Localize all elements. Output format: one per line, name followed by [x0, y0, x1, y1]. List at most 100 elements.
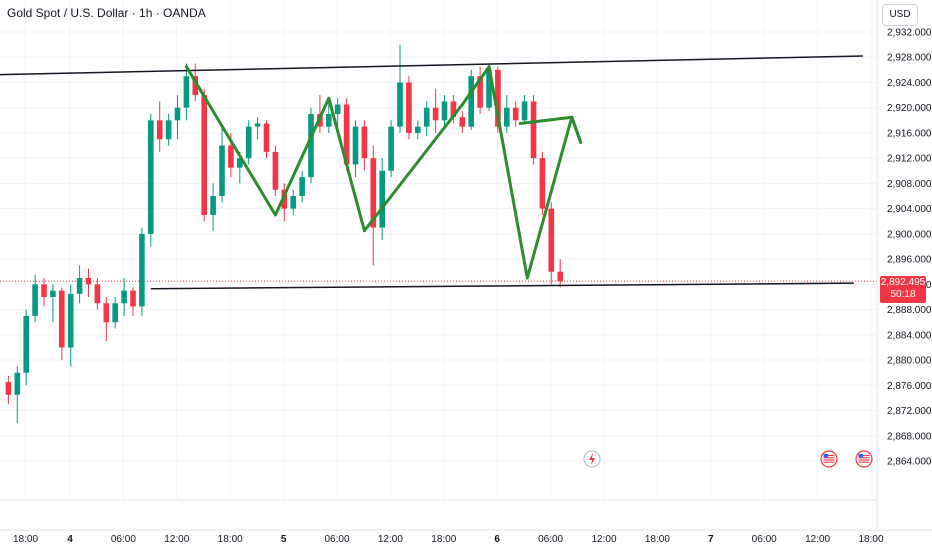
- candle-body: [59, 290, 65, 348]
- candle: [521, 95, 528, 124]
- candle-body: [5, 382, 12, 395]
- candle-body: [423, 107, 430, 127]
- zigzag-path[interactable]: [184, 65, 583, 280]
- candle: [432, 88, 439, 133]
- time-axis[interactable]: 18:00 4 06:00 12:00 18:00 5 06:00 12:00 18:00 6 06…: [0, 529, 932, 545]
- candle: [174, 95, 181, 140]
- price-axis[interactable]: 2,864.000 2,868.000 2,872.000 2,876.000 2,88…: [876, 0, 932, 530]
- candle: [530, 95, 537, 165]
- candle-body: [76, 278, 83, 294]
- candle: [299, 170, 305, 203]
- candle-body: [103, 303, 110, 323]
- candle-body: [379, 170, 385, 228]
- candle: [370, 145, 377, 266]
- candle-body: [23, 315, 29, 373]
- candle-body: [237, 158, 243, 168]
- candle: [121, 278, 127, 316]
- candle-body: [139, 233, 145, 307]
- time-tick-label: 6: [494, 534, 500, 545]
- symbol-title[interactable]: Gold Spot / U.S. Dollar · 1h · OANDA: [7, 6, 206, 20]
- arrow-head[interactable]: [518, 115, 583, 144]
- candle-body: [290, 196, 296, 209]
- currency-button[interactable]: USD: [882, 4, 918, 26]
- last-price-value: 2,892.495: [880, 277, 926, 288]
- time-tick-label: 12:00: [164, 534, 189, 545]
- candle-body: [67, 293, 74, 348]
- candle-body: [165, 120, 172, 140]
- time-tick-label: 7: [708, 534, 714, 545]
- price-tick-label: 2,872.000: [887, 406, 932, 417]
- candle-body: [539, 158, 546, 209]
- candle-body: [228, 145, 234, 168]
- time-tick-label: 4: [67, 534, 73, 545]
- candle-body: [94, 284, 101, 304]
- candle-body: [477, 76, 483, 108]
- trend-lines[interactable]: [0, 55, 863, 290]
- candle: [219, 126, 225, 203]
- candle-body: [388, 126, 394, 171]
- time-tick-label: 12:00: [805, 534, 830, 545]
- lightning-icon[interactable]: [583, 450, 601, 468]
- support-line[interactable]: [150, 282, 854, 290]
- candle: [263, 120, 270, 159]
- candle-body: [326, 114, 332, 127]
- resistance-line[interactable]: [0, 55, 863, 76]
- candle: [388, 120, 394, 178]
- candle: [201, 88, 207, 222]
- candle-body: [85, 278, 92, 285]
- candle-body: [121, 290, 127, 304]
- candle-body: [459, 117, 466, 127]
- candle: [59, 287, 65, 361]
- candle: [477, 66, 483, 115]
- candle: [50, 284, 56, 323]
- candle-body: [272, 151, 279, 190]
- candle: [334, 98, 341, 127]
- time-tick-label: 18:00: [218, 534, 243, 545]
- pattern-drawing[interactable]: [184, 65, 583, 280]
- candle: [156, 101, 163, 152]
- price-tick-label: 2,928.000: [887, 53, 932, 64]
- candle-body: [361, 126, 368, 159]
- candle: [254, 117, 261, 140]
- candle-body: [210, 196, 216, 215]
- candle-body: [530, 101, 537, 159]
- candle: [290, 189, 296, 215]
- candle: [103, 296, 110, 342]
- price-tick-label: 2,868.000: [887, 431, 932, 442]
- candle: [548, 202, 555, 285]
- candle-body: [343, 104, 350, 165]
- bar-countdown: 50:18: [890, 289, 916, 300]
- time-tick-label: 06:00: [111, 534, 136, 545]
- candle: [272, 145, 279, 197]
- candle: [361, 120, 368, 171]
- candle: [415, 120, 421, 140]
- candle-body: [397, 82, 403, 127]
- price-tick-label: 2,908.000: [887, 179, 932, 190]
- price-tick-label: 2,916.000: [887, 128, 932, 139]
- candle-body: [299, 177, 305, 197]
- grid-lines: [0, 0, 877, 501]
- us-flag-icon[interactable]: [855, 450, 873, 468]
- us-flag-icon[interactable]: [820, 450, 838, 468]
- candle: [352, 120, 359, 178]
- event-icons[interactable]: [583, 450, 873, 468]
- candle: [326, 101, 332, 133]
- candle: [183, 63, 190, 121]
- candle: [85, 268, 92, 297]
- time-tick-label: 5: [281, 534, 287, 545]
- price-tick-label: 2,900.000: [887, 229, 932, 240]
- candle-body: [219, 145, 225, 197]
- price-tick-label: 2,932.000: [887, 28, 932, 39]
- candle-body: [32, 284, 38, 316]
- time-tick-label: 06:00: [324, 534, 349, 545]
- candle-body: [504, 107, 510, 127]
- candle-body: [112, 303, 118, 323]
- price-tick-label: 2,880.000: [887, 356, 932, 367]
- price-tick-label: 2,884.000: [887, 330, 932, 341]
- candle-body: [50, 290, 56, 297]
- candle-body: [415, 126, 421, 133]
- candle-body: [254, 123, 261, 127]
- candle: [397, 44, 403, 133]
- candle-body: [192, 76, 199, 96]
